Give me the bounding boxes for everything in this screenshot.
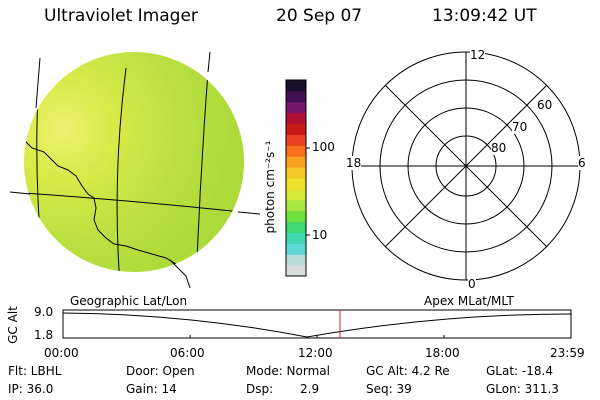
lat-line-ext xyxy=(10,191,31,195)
lat-line xyxy=(24,191,244,215)
colorbar-band xyxy=(286,188,306,201)
polar-label-6: 6 xyxy=(578,156,586,170)
ip-value: IP: 36.0 xyxy=(8,382,54,396)
timeline-xtick-4: 23:59 xyxy=(550,346,585,360)
timeline-xtick-3: 18:00 xyxy=(425,346,460,360)
lat-line-ext xyxy=(237,211,260,215)
polar-plot xyxy=(351,51,581,281)
polar-lat-80: 80 xyxy=(491,141,507,155)
glat-value: GLat: -18.4 xyxy=(486,364,553,378)
timeline-ytick-bottom: 1.8 xyxy=(34,328,54,342)
colorbar-band xyxy=(286,254,306,266)
colorbar-band xyxy=(286,80,306,92)
polar-label-18: 18 xyxy=(346,156,362,170)
lon-line-ext xyxy=(207,51,211,73)
colorbar-band xyxy=(286,112,306,125)
colorbar-tick-10: 10 xyxy=(312,228,328,242)
colorbar-band xyxy=(286,199,306,212)
colorbar-band xyxy=(286,134,306,146)
disk-fill xyxy=(24,52,244,272)
polar-lat-70: 70 xyxy=(512,120,528,134)
gain-value: Gain: 14 xyxy=(126,382,177,396)
timeline-ytick-top: 9.0 xyxy=(34,305,54,319)
colorbar-band xyxy=(286,265,306,277)
polar-diagonal xyxy=(384,84,548,248)
date-label: 20 Sep 07 xyxy=(276,6,363,26)
timeline-xtick-2: 12:00 xyxy=(298,346,333,360)
polar-lat-60: 60 xyxy=(537,98,553,112)
colorbar-band xyxy=(286,123,306,135)
colorbar-band xyxy=(286,243,306,255)
colorbar-band xyxy=(286,145,306,157)
dsp-value: 2.9 xyxy=(300,382,320,396)
glon-value: GLon: 311.3 xyxy=(486,382,559,396)
colorbar-band xyxy=(286,167,306,179)
polar-label-12: 12 xyxy=(470,48,486,62)
colorbar-band xyxy=(286,90,306,103)
colorbar-unit-label: photon cm⁻²s⁻¹ xyxy=(263,140,277,234)
time-label: 13:09:42 UT xyxy=(432,6,537,26)
app-title: Ultraviolet Imager xyxy=(44,6,198,26)
colorbar-band xyxy=(286,232,306,244)
timeline-frame xyxy=(62,309,572,339)
lon-line-ext xyxy=(35,57,41,109)
colorbar-band xyxy=(286,156,306,168)
colorbar-band xyxy=(286,210,306,223)
timeline-xtick-0: 00:00 xyxy=(44,346,79,360)
dsp-label: Dsp: xyxy=(246,382,274,396)
polar-label-0: 0 xyxy=(468,277,476,291)
colorbar xyxy=(285,79,310,277)
timeline-ylabel: GC Alt xyxy=(5,306,20,344)
coastline-line xyxy=(24,139,187,272)
timeline-right-title: Apex MLat/MLT xyxy=(424,294,514,308)
timeline-left-title: Geographic Lat/Lon xyxy=(70,294,188,308)
colorbar-band xyxy=(286,221,306,233)
seq-value: Seq: 39 xyxy=(366,382,412,396)
colorbar-band xyxy=(286,101,306,114)
colorbar-band xyxy=(286,178,306,190)
mode-value: Mode: Normal xyxy=(246,364,330,378)
lon-line xyxy=(116,67,127,272)
door-value: Door: Open xyxy=(126,364,195,378)
altitude-timeline xyxy=(62,309,572,339)
altitude-curve xyxy=(62,312,572,338)
gc-alt-value: GC Alt: 4.2 Re xyxy=(366,364,450,378)
timeline-xtick-1: 06:00 xyxy=(170,346,205,360)
colorbar-tick-100: 100 xyxy=(312,140,335,154)
coast-ext xyxy=(169,259,191,288)
uv-image-disk xyxy=(10,51,260,288)
filter-value: Flt: LBHL xyxy=(8,364,62,378)
